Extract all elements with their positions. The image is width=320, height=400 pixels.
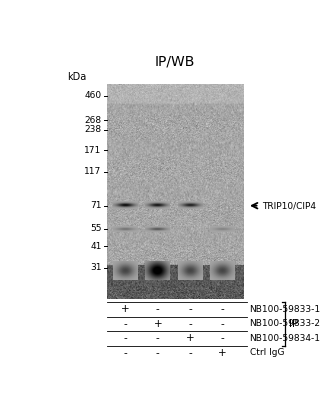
- Text: 171: 171: [84, 146, 101, 155]
- Text: -: -: [156, 348, 160, 358]
- Text: -: -: [188, 304, 192, 314]
- Text: TRIP10/CIP4: TRIP10/CIP4: [262, 201, 316, 210]
- Text: Ctrl IgG: Ctrl IgG: [250, 348, 284, 357]
- Text: NB100-59833-2: NB100-59833-2: [250, 319, 320, 328]
- Text: -: -: [156, 333, 160, 343]
- Text: 55: 55: [90, 224, 101, 233]
- Text: 268: 268: [84, 116, 101, 125]
- Text: -: -: [188, 319, 192, 329]
- Text: 41: 41: [90, 242, 101, 251]
- Text: -: -: [220, 304, 224, 314]
- Text: -: -: [124, 348, 127, 358]
- Text: -: -: [124, 319, 127, 329]
- Text: +: +: [186, 333, 194, 343]
- Text: kDa: kDa: [67, 72, 86, 82]
- Text: -: -: [220, 319, 224, 329]
- Text: -: -: [124, 333, 127, 343]
- Text: IP: IP: [289, 319, 298, 329]
- Text: 460: 460: [84, 91, 101, 100]
- Text: +: +: [218, 348, 227, 358]
- Text: -: -: [220, 333, 224, 343]
- Text: 31: 31: [90, 264, 101, 272]
- Text: +: +: [154, 319, 162, 329]
- Text: IP/WB: IP/WB: [155, 55, 195, 69]
- Text: +: +: [121, 304, 130, 314]
- Text: 71: 71: [90, 201, 101, 210]
- Text: -: -: [156, 304, 160, 314]
- Text: 117: 117: [84, 167, 101, 176]
- Text: NB100-59834-1: NB100-59834-1: [250, 334, 320, 343]
- Text: 238: 238: [84, 125, 101, 134]
- Text: -: -: [188, 348, 192, 358]
- Text: NB100-59833-1: NB100-59833-1: [250, 305, 320, 314]
